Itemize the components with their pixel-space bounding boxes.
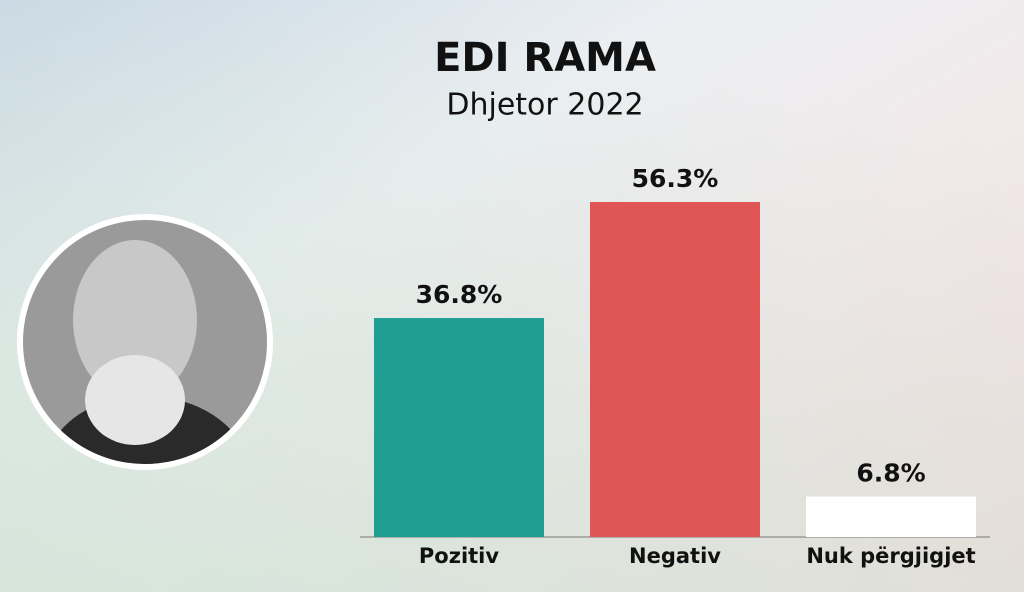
x-tick-label: Nuk përgjigjet [806,544,975,568]
bar [590,202,760,537]
value-label: 36.8% [416,280,503,309]
x-tick-label: Pozitiv [419,544,499,568]
value-label: 56.3% [632,164,719,193]
x-tick-label: Negativ [629,544,721,568]
bar [374,318,544,537]
portrait [17,214,273,470]
chart-subtitle: Dhjetor 2022 [446,88,643,123]
value-label: 6.8% [856,459,925,488]
bar [806,496,976,537]
chart-title: EDI RAMA [434,35,656,81]
